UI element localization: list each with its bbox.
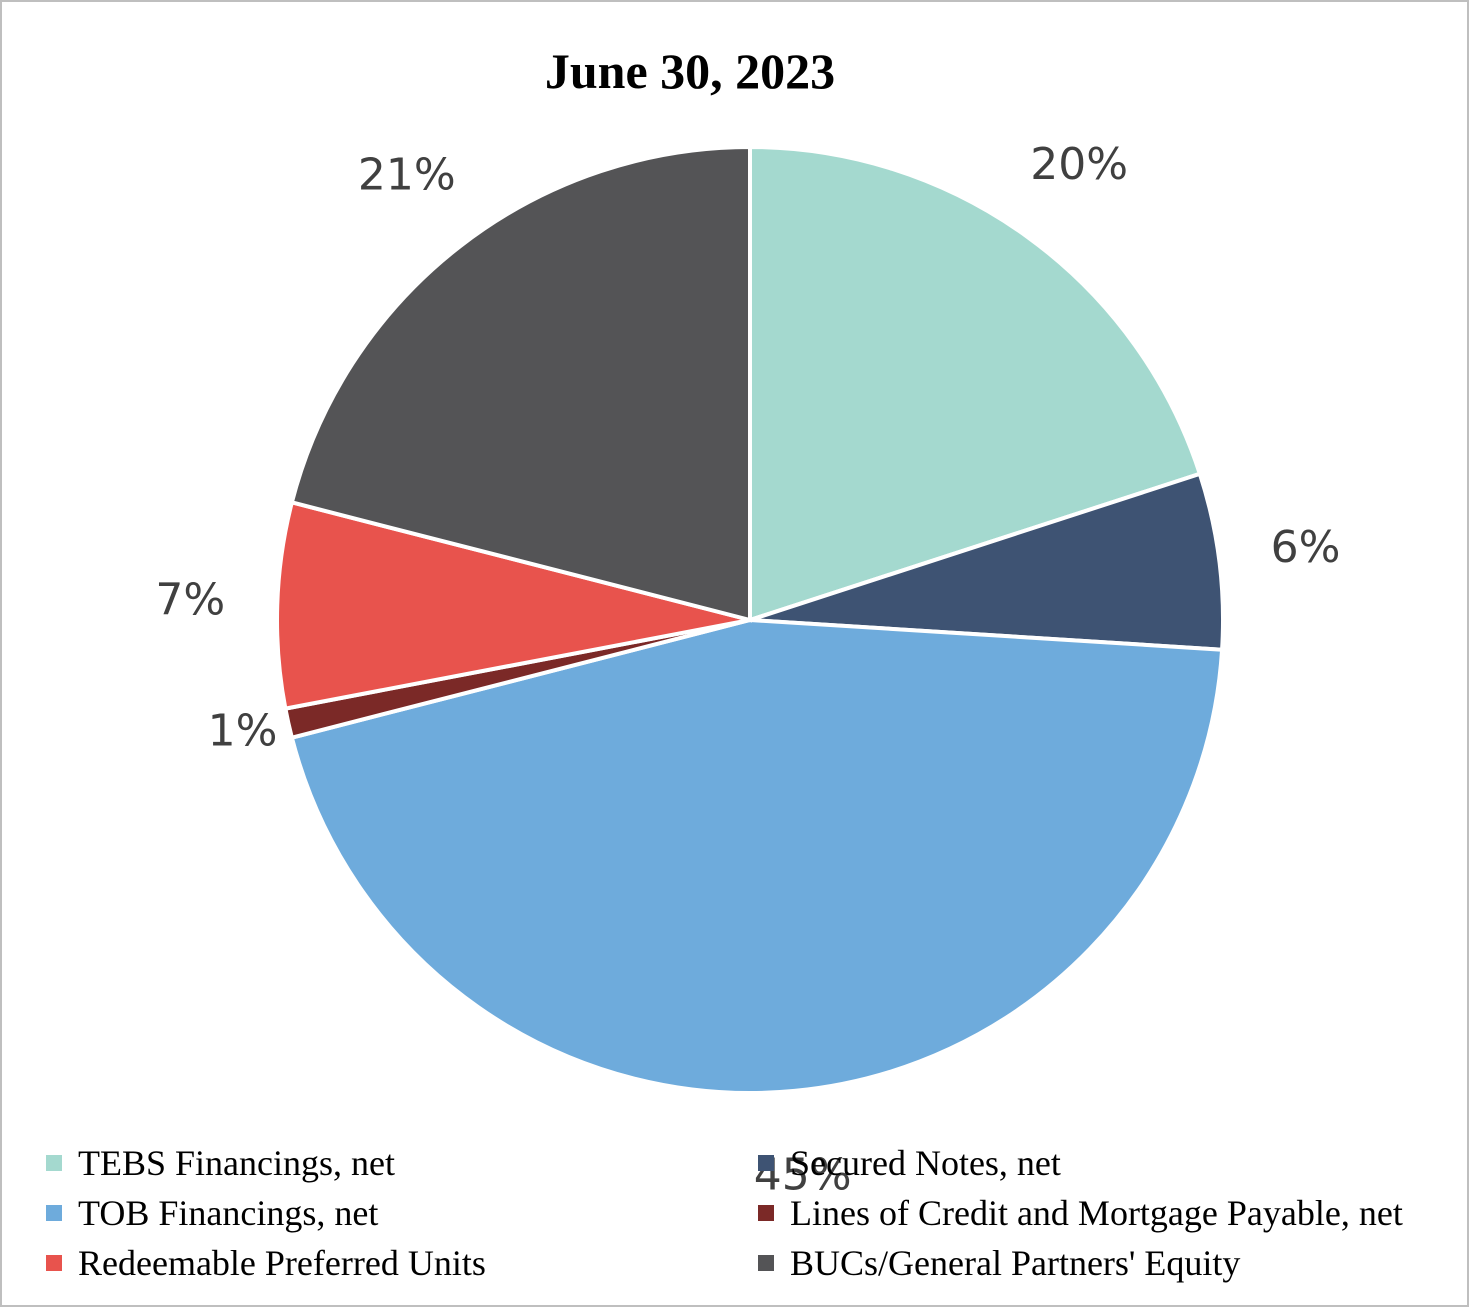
data-label-bucs-general-partners-equity: 21%: [358, 150, 456, 201]
pie-slice-bucs-general-partners-equity: [289, 144, 752, 623]
legend-swatch-bucs-general-partners-equity: [758, 1255, 774, 1271]
legend-label: TEBS Financings, net: [78, 1143, 395, 1183]
legend: TEBS Financings, net Secured Notes, net TO…: [46, 1142, 1456, 1284]
legend-item-secured-notes-net: Secured Notes, net: [758, 1142, 1458, 1184]
legend-label: BUCs/General Partners' Equity: [790, 1243, 1241, 1283]
legend-swatch-tebs-financings-net: [46, 1155, 62, 1171]
pie-slice-tob-financings-net: [289, 617, 1225, 1095]
legend-item-redeemable-preferred-units: Redeemable Preferred Units: [46, 1242, 758, 1284]
legend-swatch-lines-of-credit-and-mortgage-payable-net: [758, 1205, 774, 1221]
legend-label: Secured Notes, net: [790, 1143, 1061, 1183]
pie-slice-redeemable-preferred-units: [275, 499, 751, 711]
legend-label: Redeemable Preferred Units: [78, 1243, 486, 1283]
pie-slice-tebs-financings-net: [748, 144, 1203, 623]
data-label-redeemable-preferred-units: 7%: [155, 574, 225, 625]
legend-item-lines-of-credit-and-mortgage-payable-net: Lines of Credit and Mortgage Payable, ne…: [758, 1192, 1458, 1234]
data-label-tebs-financings-net: 20%: [1030, 139, 1128, 190]
legend-label: TOB Financings, net: [78, 1193, 379, 1233]
data-label-secured-notes-net: 6%: [1271, 522, 1341, 573]
chart-title: June 30, 2023: [544, 43, 836, 99]
legend-swatch-tob-financings-net: [46, 1205, 62, 1221]
legend-swatch-redeemable-preferred-units: [46, 1255, 62, 1271]
data-label-lines-of-credit-and-mortgage-payable-net: 1%: [208, 705, 278, 756]
legend-item-bucs-general-partners-equity: BUCs/General Partners' Equity: [758, 1242, 1458, 1284]
legend-item-tebs-financings-net: TEBS Financings, net: [46, 1142, 758, 1184]
pie-slice-secured-notes-net: [749, 471, 1225, 652]
legend-label: Lines of Credit and Mortgage Payable, ne…: [790, 1193, 1403, 1233]
legend-item-tob-financings-net: TOB Financings, net: [46, 1192, 758, 1234]
legend-swatch-secured-notes-net: [758, 1155, 774, 1171]
pie-slices: [275, 144, 1225, 1095]
